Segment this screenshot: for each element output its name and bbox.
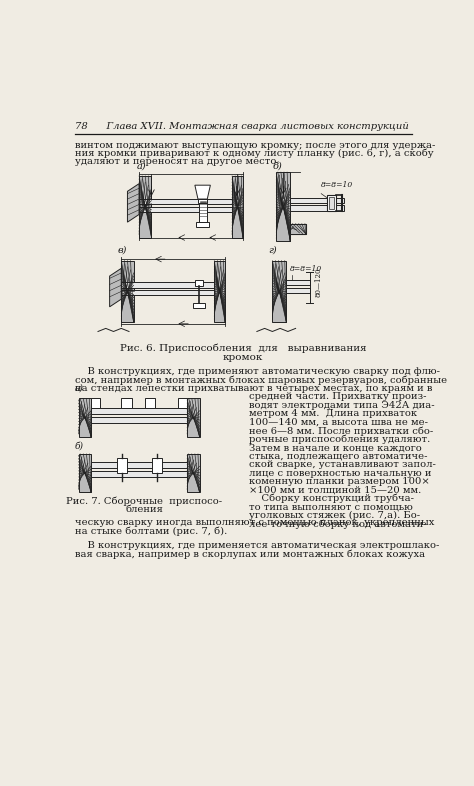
Bar bbox=[286, 288, 310, 293]
Text: рочные приспособления удаляют.: рочные приспособления удаляют. bbox=[249, 435, 430, 444]
Text: ×100 мм и толщиной 15—20 мм.: ×100 мм и толщиной 15—20 мм. bbox=[249, 486, 421, 494]
Bar bbox=[290, 224, 306, 233]
Bar bbox=[79, 454, 91, 492]
Bar bbox=[139, 199, 232, 204]
Text: бления: бления bbox=[126, 505, 164, 514]
Bar bbox=[118, 457, 127, 473]
Bar bbox=[290, 224, 306, 233]
Bar bbox=[91, 417, 187, 423]
Text: на стендах лепестки прихватывают в четырех местах, по краям и в: на стендах лепестки прихватывают в четыр… bbox=[75, 384, 432, 393]
Bar bbox=[290, 205, 345, 211]
Bar bbox=[286, 280, 310, 285]
Bar bbox=[91, 461, 187, 468]
Text: а): а) bbox=[137, 161, 146, 171]
Text: коменную планки размером 100×: коменную планки размером 100× bbox=[249, 477, 430, 486]
Bar bbox=[178, 399, 187, 408]
Text: нее 6—8 мм. После прихватки сбо-: нее 6—8 мм. После прихватки сбо- bbox=[249, 426, 433, 435]
Text: 8=8=10: 8=8=10 bbox=[290, 265, 322, 273]
Text: винтом поджимают выступающую кромку; после этого для удержа-: винтом поджимают выступающую кромку; пос… bbox=[75, 141, 435, 149]
Text: стыка, подлежащего автоматиче-: стыка, подлежащего автоматиче- bbox=[249, 452, 428, 461]
Polygon shape bbox=[109, 268, 121, 307]
Bar bbox=[232, 176, 243, 237]
Bar bbox=[152, 457, 162, 473]
Text: 8=8=10: 8=8=10 bbox=[321, 182, 354, 189]
Text: ческую сварку иногда выполняют с помощью планок, укрепленных: ческую сварку иногда выполняют с помощью… bbox=[75, 518, 434, 527]
Bar bbox=[79, 399, 91, 437]
Polygon shape bbox=[195, 185, 210, 199]
Text: 100—140 мм, а высота шва не ме-: 100—140 мм, а высота шва не ме- bbox=[249, 417, 428, 427]
Bar bbox=[139, 207, 232, 212]
Text: 80—120: 80—120 bbox=[314, 267, 322, 297]
Text: удаляют и переносят на другое место.: удаляют и переносят на другое место. bbox=[75, 157, 279, 167]
Text: В конструкциях, где применяется автоматическая электрошлако-: В конструкциях, где применяется автомати… bbox=[75, 541, 439, 550]
Bar bbox=[91, 399, 100, 408]
Bar bbox=[139, 176, 152, 237]
Bar bbox=[199, 203, 207, 222]
Bar bbox=[145, 399, 155, 408]
Bar bbox=[121, 282, 214, 288]
Text: г): г) bbox=[268, 246, 277, 255]
Text: б): б) bbox=[75, 442, 84, 450]
Bar bbox=[91, 408, 187, 414]
Text: ской сварке, устанавливают запол-: ской сварке, устанавливают запол- bbox=[249, 460, 436, 469]
Bar bbox=[187, 399, 200, 437]
Bar bbox=[121, 290, 214, 296]
Text: средней части. Прихватку произ-: средней части. Прихватку произ- bbox=[249, 392, 427, 402]
Bar bbox=[327, 195, 336, 211]
Text: сом, например в монтажных блоках шаровых резервуаров, собранные: сом, например в монтажных блоках шаровых… bbox=[75, 376, 447, 385]
Text: в): в) bbox=[118, 246, 127, 255]
Bar bbox=[273, 261, 286, 322]
Polygon shape bbox=[128, 184, 139, 222]
Text: ния кромки приваривают к одному листу планку (рис. 6, г), а скобу: ния кромки приваривают к одному листу пл… bbox=[75, 149, 433, 159]
Text: Сборку конструкций трубча-: Сборку конструкций трубча- bbox=[249, 494, 414, 504]
Bar bbox=[198, 199, 207, 203]
Text: то типа выполняют с помощью: то типа выполняют с помощью bbox=[249, 502, 413, 512]
Text: Затем в начале и конце каждого: Затем в начале и конце каждого bbox=[249, 443, 422, 452]
Bar bbox=[214, 261, 225, 322]
Text: вая сварка, например в скорлупах или монтажных блоках кожуха: вая сварка, например в скорлупах или мон… bbox=[75, 549, 425, 559]
Bar bbox=[121, 261, 134, 322]
Text: на стыке болтами (рис. 7, б).: на стыке болтами (рис. 7, б). bbox=[75, 527, 227, 536]
Text: Рис. 7. Сборочные  приспосо-: Рис. 7. Сборочные приспосо- bbox=[66, 496, 223, 505]
Bar bbox=[329, 196, 334, 209]
Bar bbox=[290, 197, 345, 203]
Text: лее точную сборку под автомати-: лее точную сборку под автомати- bbox=[249, 520, 427, 529]
Bar bbox=[195, 280, 202, 286]
Bar bbox=[91, 471, 187, 477]
Text: б): б) bbox=[273, 161, 282, 171]
Text: кромок: кромок bbox=[223, 353, 263, 362]
Text: а): а) bbox=[75, 384, 83, 393]
Text: В конструкциях, где применяют автоматическую сварку под флю-: В конструкциях, где применяют автоматиче… bbox=[75, 367, 440, 376]
Bar bbox=[121, 399, 132, 408]
Text: уголковых стяжек (рис. 7,а). Бо-: уголковых стяжек (рис. 7,а). Бо- bbox=[249, 511, 420, 520]
Text: лице с поверхностью начальную и: лице с поверхностью начальную и bbox=[249, 468, 432, 478]
Bar bbox=[192, 303, 205, 308]
Bar bbox=[276, 172, 290, 241]
Text: метром 4 мм.  Длина прихваток: метром 4 мм. Длина прихваток bbox=[249, 410, 417, 418]
Bar bbox=[196, 222, 209, 226]
Bar bbox=[187, 454, 200, 492]
Text: водят электродами типа Э42А диа-: водят электродами типа Э42А диа- bbox=[249, 401, 435, 410]
Text: Рис. 6. Приспособления  для   выравнивания: Рис. 6. Приспособления для выравнивания bbox=[119, 343, 366, 353]
Text: 78      Глава XVII. Монтажная сварка листовых конструкций: 78 Глава XVII. Монтажная сварка листовых… bbox=[75, 122, 409, 130]
